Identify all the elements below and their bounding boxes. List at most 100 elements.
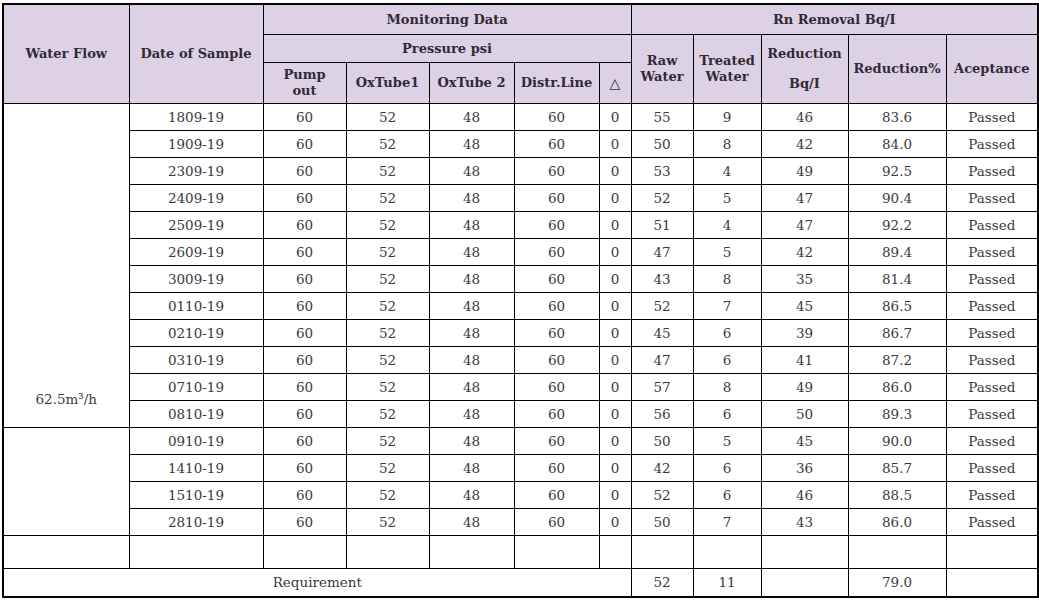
cell-pump-out: 60	[263, 103, 346, 130]
cell-raw: 53	[631, 157, 693, 184]
cell-pump-out: 60	[263, 184, 346, 211]
header-treated-water: Treated Water	[693, 34, 761, 103]
cell-pump-out: 60	[263, 292, 346, 319]
cell-distr-line: 60	[514, 400, 599, 427]
cell-raw: 47	[631, 238, 693, 265]
cell-aceptance: Passed	[946, 427, 1038, 454]
cell-delta: 0	[599, 427, 631, 454]
cell-reduction: 49	[761, 373, 848, 400]
cell-aceptance: Passed	[946, 157, 1038, 184]
cell-oxtube2: 48	[429, 130, 514, 157]
cell-oxtube2: 48	[429, 427, 514, 454]
empty-spacer-row	[3, 535, 1038, 568]
cell-oxtube1: 52	[346, 373, 429, 400]
cell-reduction: 46	[761, 481, 848, 508]
requirement-aceptance	[946, 568, 1038, 597]
cell-oxtube1: 52	[346, 103, 429, 130]
cell-oxtube2: 48	[429, 481, 514, 508]
cell-reduction-pct: 89.4	[848, 238, 946, 265]
empty-cell	[429, 535, 514, 568]
cell-distr-line: 60	[514, 454, 599, 481]
cell-pump-out: 60	[263, 373, 346, 400]
requirement-treated: 11	[693, 568, 761, 597]
cell-distr-line: 60	[514, 103, 599, 130]
cell-reduction: 46	[761, 103, 848, 130]
table-row: 2509-19 60 52 48 60 0 51 4 47 92.2 Passe…	[3, 211, 1038, 238]
cell-date: 2810-19	[129, 508, 263, 535]
cell-treated: 6	[693, 481, 761, 508]
cell-raw: 57	[631, 373, 693, 400]
cell-oxtube2: 48	[429, 373, 514, 400]
cell-raw: 43	[631, 265, 693, 292]
cell-delta: 0	[599, 157, 631, 184]
cell-raw: 51	[631, 211, 693, 238]
table-row: 2409-19 60 52 48 60 0 52 5 47 90.4 Passe…	[3, 184, 1038, 211]
cell-date: 0810-19	[129, 400, 263, 427]
cell-distr-line: 60	[514, 184, 599, 211]
empty-cell	[631, 535, 693, 568]
cell-delta: 0	[599, 292, 631, 319]
cell-reduction-pct: 86.5	[848, 292, 946, 319]
cell-distr-line: 60	[514, 427, 599, 454]
cell-oxtube2: 48	[429, 103, 514, 130]
cell-oxtube2: 48	[429, 157, 514, 184]
cell-date: 0210-19	[129, 319, 263, 346]
cell-treated: 8	[693, 130, 761, 157]
cell-oxtube2: 48	[429, 454, 514, 481]
cell-oxtube1: 52	[346, 184, 429, 211]
cell-distr-line: 60	[514, 481, 599, 508]
cell-aceptance: Passed	[946, 319, 1038, 346]
empty-cell	[263, 535, 346, 568]
cell-reduction: 47	[761, 184, 848, 211]
empty-cell	[514, 535, 599, 568]
cell-reduction: 50	[761, 400, 848, 427]
cell-oxtube1: 52	[346, 454, 429, 481]
water-flow-empty-cell	[3, 427, 129, 535]
cell-reduction: 42	[761, 238, 848, 265]
cell-reduction-pct: 90.4	[848, 184, 946, 211]
empty-cell	[946, 535, 1038, 568]
empty-cell	[346, 535, 429, 568]
cell-distr-line: 60	[514, 130, 599, 157]
cell-pump-out: 60	[263, 157, 346, 184]
cell-treated: 6	[693, 346, 761, 373]
cell-date: 0310-19	[129, 346, 263, 373]
document-page: Water Flow Date of Sample Monitoring Dat…	[0, 0, 1039, 598]
cell-raw: 55	[631, 103, 693, 130]
cell-oxtube1: 52	[346, 292, 429, 319]
cell-oxtube1: 52	[346, 481, 429, 508]
cell-delta: 0	[599, 454, 631, 481]
cell-distr-line: 60	[514, 265, 599, 292]
cell-treated: 6	[693, 454, 761, 481]
cell-aceptance: Passed	[946, 292, 1038, 319]
cell-treated: 6	[693, 400, 761, 427]
cell-reduction-pct: 86.7	[848, 319, 946, 346]
cell-aceptance: Passed	[946, 346, 1038, 373]
cell-aceptance: Passed	[946, 211, 1038, 238]
cell-delta: 0	[599, 400, 631, 427]
cell-date: 1510-19	[129, 481, 263, 508]
header-reduction-bq: Reduction Bq/I	[761, 34, 848, 103]
cell-reduction-pct: 81.4	[848, 265, 946, 292]
header-raw-water: Raw Water	[631, 34, 693, 103]
cell-treated: 4	[693, 211, 761, 238]
cell-oxtube2: 48	[429, 238, 514, 265]
cell-oxtube1: 52	[346, 400, 429, 427]
cell-reduction-pct: 89.3	[848, 400, 946, 427]
table-row: 1410-19 60 52 48 60 0 42 6 36 85.7 Passe…	[3, 454, 1038, 481]
requirement-reduction-pct: 79.0	[848, 568, 946, 597]
cell-treated: 7	[693, 292, 761, 319]
cell-reduction-pct: 83.6	[848, 103, 946, 130]
cell-treated: 9	[693, 103, 761, 130]
cell-distr-line: 60	[514, 373, 599, 400]
cell-oxtube2: 48	[429, 400, 514, 427]
header-pressure-psi: Pressure psi	[263, 34, 631, 62]
cell-aceptance: Passed	[946, 373, 1038, 400]
cell-oxtube1: 52	[346, 238, 429, 265]
cell-reduction: 45	[761, 292, 848, 319]
table-row: 0810-19 60 52 48 60 0 56 6 50 89.3 Passe…	[3, 400, 1038, 427]
cell-date: 0910-19	[129, 427, 263, 454]
cell-distr-line: 60	[514, 346, 599, 373]
cell-treated: 6	[693, 319, 761, 346]
cell-treated: 5	[693, 184, 761, 211]
